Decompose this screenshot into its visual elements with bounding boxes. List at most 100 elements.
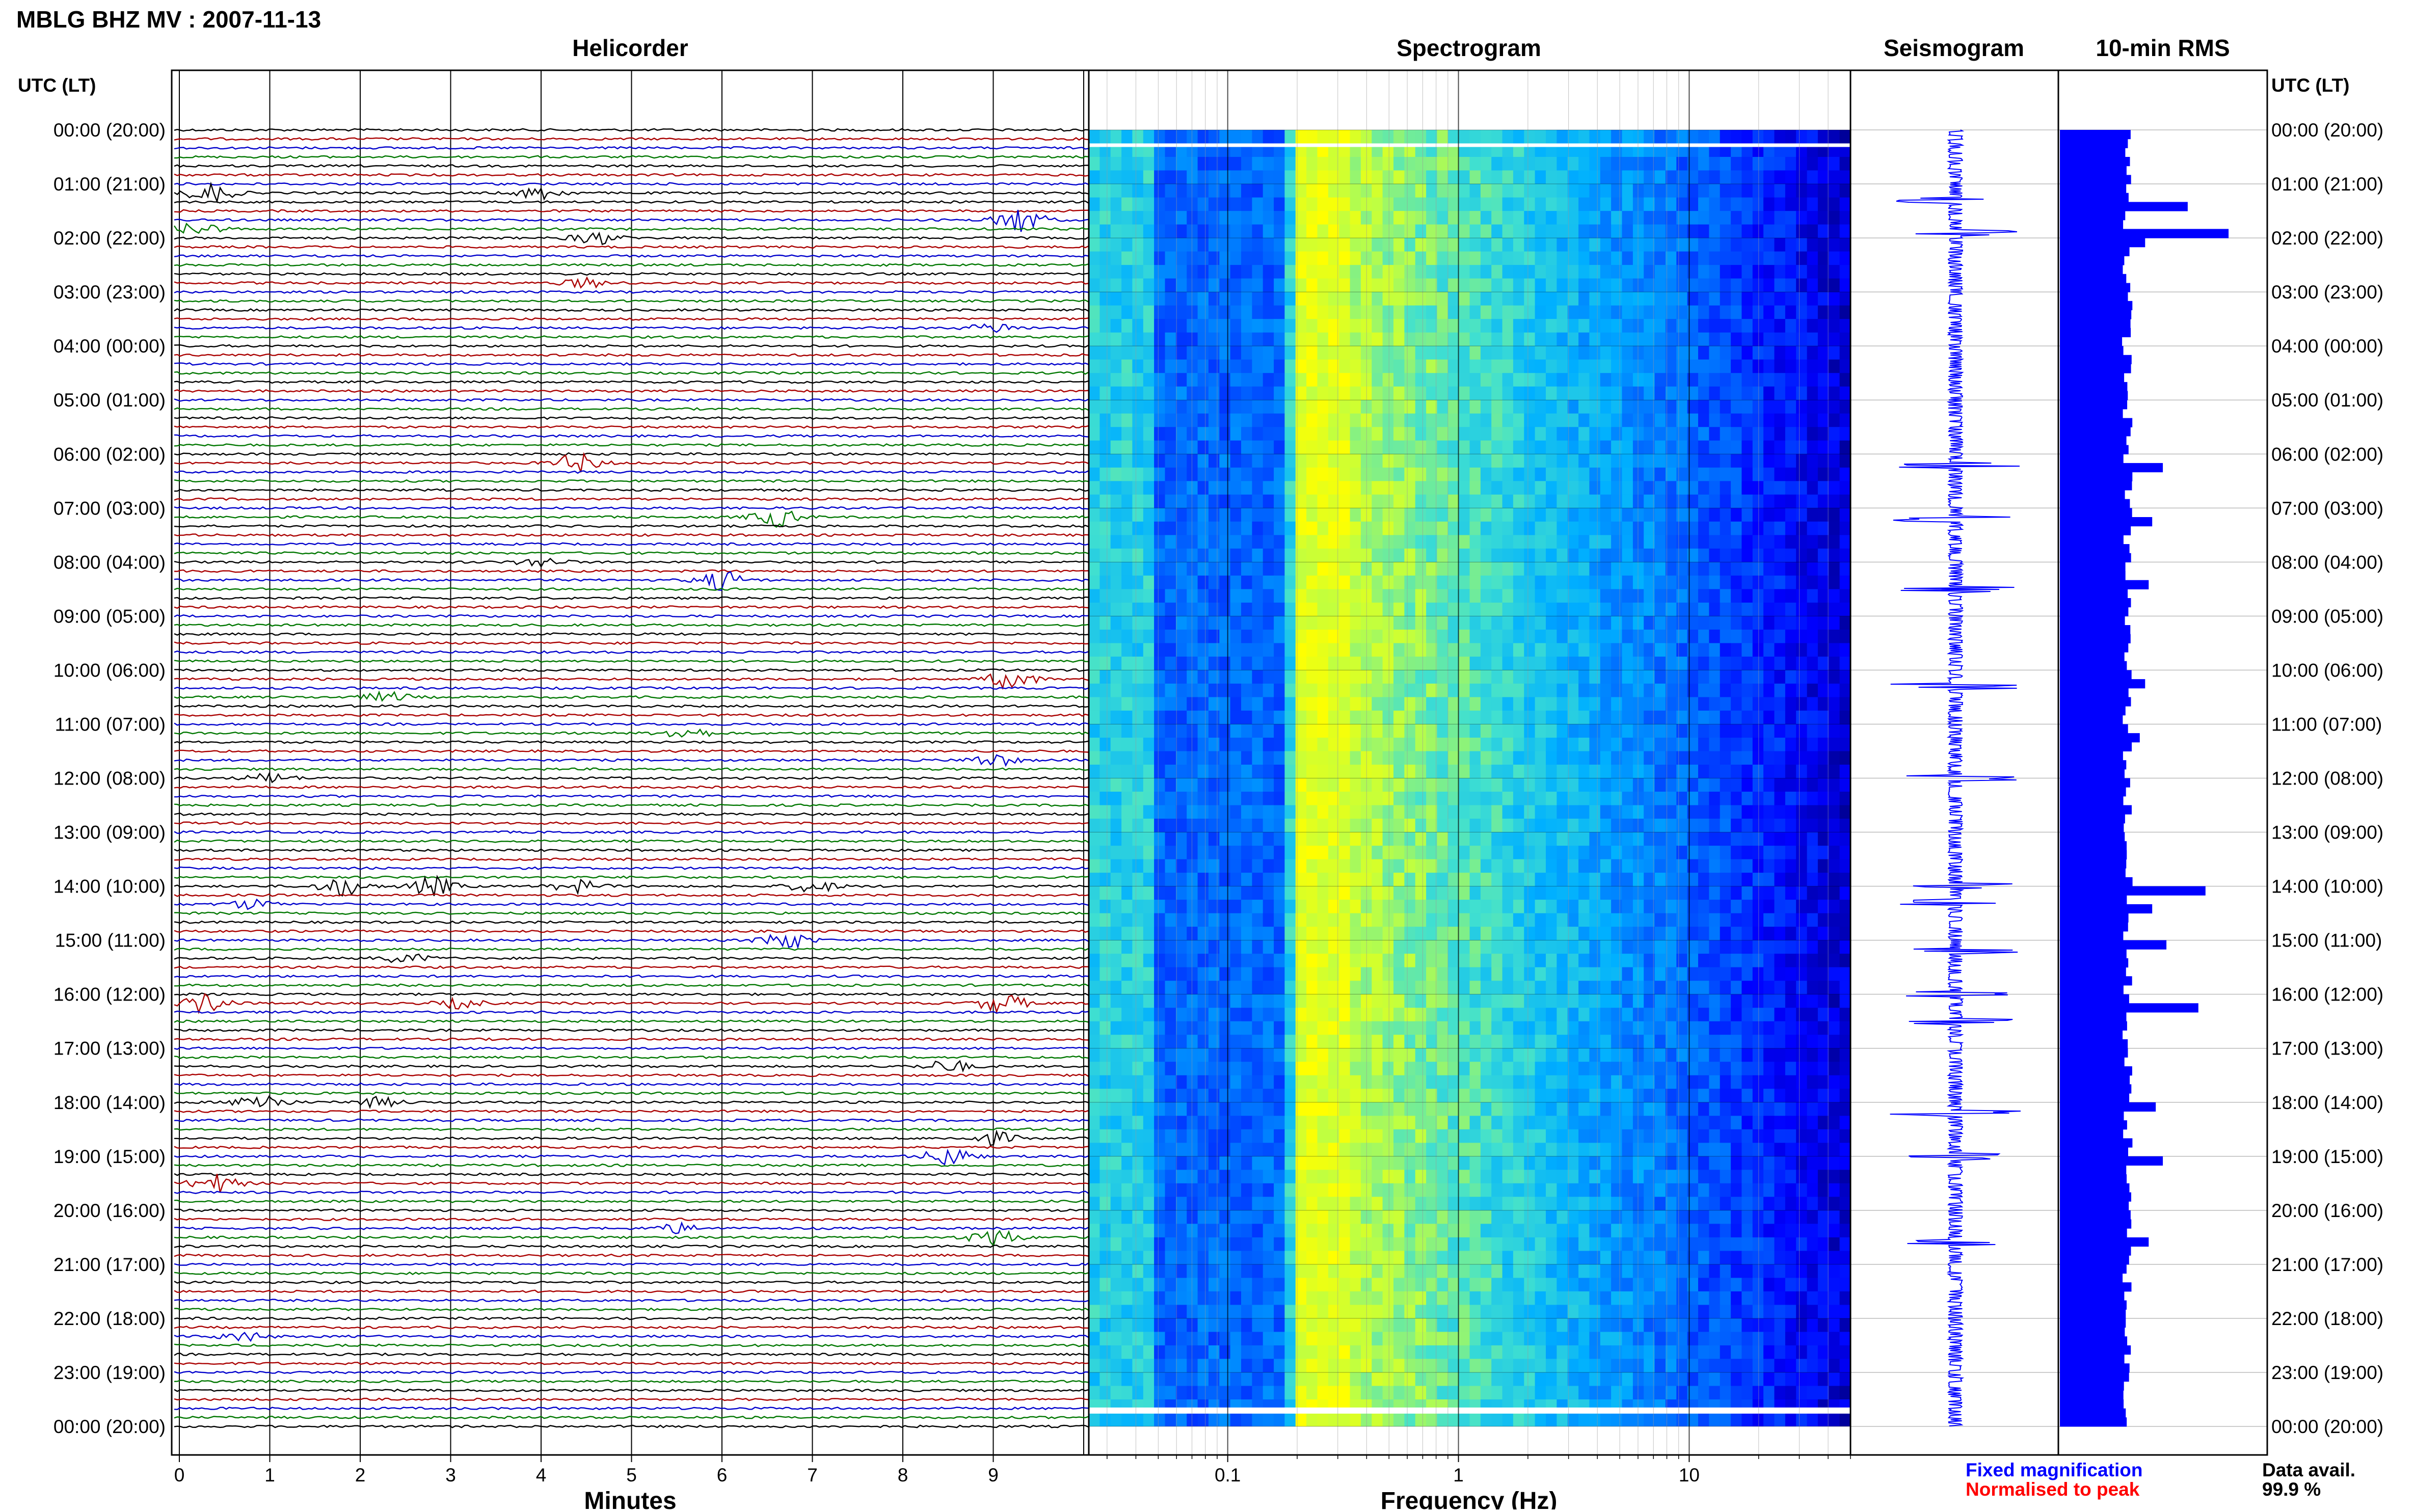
spectrogram-cell <box>1121 441 1133 454</box>
spectrogram-cell <box>1589 805 1600 819</box>
spectrogram-cell <box>1589 346 1600 360</box>
spectrogram-cell <box>1393 373 1405 387</box>
spectrogram-cell <box>1655 427 1666 441</box>
spectrogram-cell <box>1840 900 1851 913</box>
spectrogram-cell <box>1513 981 1524 994</box>
spectrogram-cell <box>1785 184 1796 198</box>
spectrogram-cell <box>1698 805 1709 819</box>
spectrogram-cell <box>1404 913 1415 927</box>
spectrogram-cell <box>1524 657 1535 670</box>
spectrogram-cell <box>1611 670 1622 684</box>
spectrogram-cell <box>1753 549 1764 562</box>
spectrogram-cell <box>1350 238 1361 252</box>
spectrogram-cell <box>1731 319 1742 333</box>
spectrogram-cell <box>1655 1035 1666 1048</box>
spectrogram-cell <box>1709 859 1720 873</box>
spectrogram-cell <box>1655 954 1666 967</box>
spectrogram-cell <box>1437 724 1448 738</box>
spectrogram-cell <box>1491 549 1502 562</box>
spectrogram-cell <box>1121 427 1133 441</box>
spectrogram-cell <box>1187 252 1198 265</box>
spectrogram-cell <box>1676 994 1687 1008</box>
spectrogram-cell <box>1568 630 1579 643</box>
spectrogram-cell <box>1611 954 1622 967</box>
spectrogram-cell <box>1393 738 1405 751</box>
spectrogram-cell <box>1187 535 1198 549</box>
spectrogram-cell <box>1393 441 1405 454</box>
spectrogram-cell <box>1557 886 1568 900</box>
spectrogram-cell <box>1753 292 1764 306</box>
spectrogram-cell <box>1383 495 1394 508</box>
spectrogram-cell <box>1459 279 1470 292</box>
spectrogram-cell <box>1318 630 1329 643</box>
spectrogram-cell <box>1198 360 1209 373</box>
spectrogram-cell <box>1785 1021 1796 1035</box>
spectrogram-cell <box>1698 657 1709 670</box>
spectrogram-cell <box>1111 846 1122 859</box>
spectrogram-cell <box>1143 292 1155 306</box>
spectrogram-cell <box>1611 279 1622 292</box>
spectrogram-cell <box>1350 441 1361 454</box>
spectrogram-cell <box>1741 238 1753 252</box>
spectrogram-cell <box>1318 522 1329 535</box>
spectrogram-cell <box>1132 778 1143 792</box>
spectrogram-cell <box>1263 778 1274 792</box>
spectrogram-cell <box>1089 589 1100 603</box>
spectrogram-cell <box>1111 589 1122 603</box>
spectrogram-cell <box>1176 211 1187 225</box>
spectrogram-cell <box>1535 292 1546 306</box>
spectrogram-cell <box>1339 805 1350 819</box>
spectrogram-cell <box>1241 454 1252 468</box>
spectrogram-cell <box>1187 319 1198 333</box>
spectrogram-cell <box>1481 211 1492 225</box>
spectrogram-cell <box>1470 373 1481 387</box>
spectrogram-cell <box>1154 1021 1165 1035</box>
spectrogram-cell <box>1502 589 1514 603</box>
spectrogram-cell <box>1666 495 1677 508</box>
spectrogram-cell <box>1763 522 1775 535</box>
spectrogram-cell <box>1219 724 1230 738</box>
spectrogram-cell <box>1796 670 1807 684</box>
spectrogram-cell <box>1611 684 1622 697</box>
spectrogram-cell <box>1318 846 1329 859</box>
spectrogram-cell <box>1437 967 1448 981</box>
spectrogram-cell <box>1763 292 1775 306</box>
spectrogram-cell <box>1840 616 1851 630</box>
spectrogram-cell <box>1143 360 1155 373</box>
spectrogram-cell <box>1099 900 1111 913</box>
spectrogram-cell <box>1426 643 1437 657</box>
spectrogram-cell <box>1589 1008 1600 1021</box>
spectrogram-cell <box>1470 481 1481 495</box>
spectrogram-cell <box>1589 400 1600 414</box>
spectrogram-cell <box>1524 400 1535 414</box>
spectrogram-cell <box>1470 198 1481 211</box>
spectrogram-cell <box>1829 832 1840 846</box>
spectrogram-cell <box>1209 603 1220 616</box>
spectrogram-cell <box>1198 927 1209 940</box>
spectrogram-cell <box>1807 319 1818 333</box>
spectrogram-cell <box>1404 576 1415 589</box>
spectrogram-cell <box>1481 994 1492 1008</box>
spectrogram-cell <box>1099 886 1111 900</box>
spectrogram-cell <box>1741 454 1753 468</box>
spectrogram-cell <box>1731 333 1742 346</box>
spectrogram-cell <box>1230 684 1242 697</box>
spectrogram-cell <box>1426 981 1437 994</box>
spectrogram-cell <box>1655 184 1666 198</box>
spectrogram-cell <box>1666 1035 1677 1048</box>
spectrogram-cell <box>1840 522 1851 535</box>
spectrogram-cell <box>1753 954 1764 967</box>
spectrogram-cell <box>1143 657 1155 670</box>
spectrogram-cell <box>1818 400 1829 414</box>
spectrogram-cell <box>1785 495 1796 508</box>
spectrogram-cell <box>1372 589 1383 603</box>
spectrogram-cell <box>1753 792 1764 805</box>
spectrogram-cell <box>1393 900 1405 913</box>
spectrogram-cell <box>1143 954 1155 967</box>
spectrogram-cell <box>1818 778 1829 792</box>
spectrogram-cell <box>1415 427 1427 441</box>
spectrogram-cell <box>1502 1035 1514 1048</box>
spectrogram-cell <box>1198 859 1209 873</box>
spectrogram-cell <box>1252 468 1263 481</box>
spectrogram-cell <box>1568 319 1579 333</box>
